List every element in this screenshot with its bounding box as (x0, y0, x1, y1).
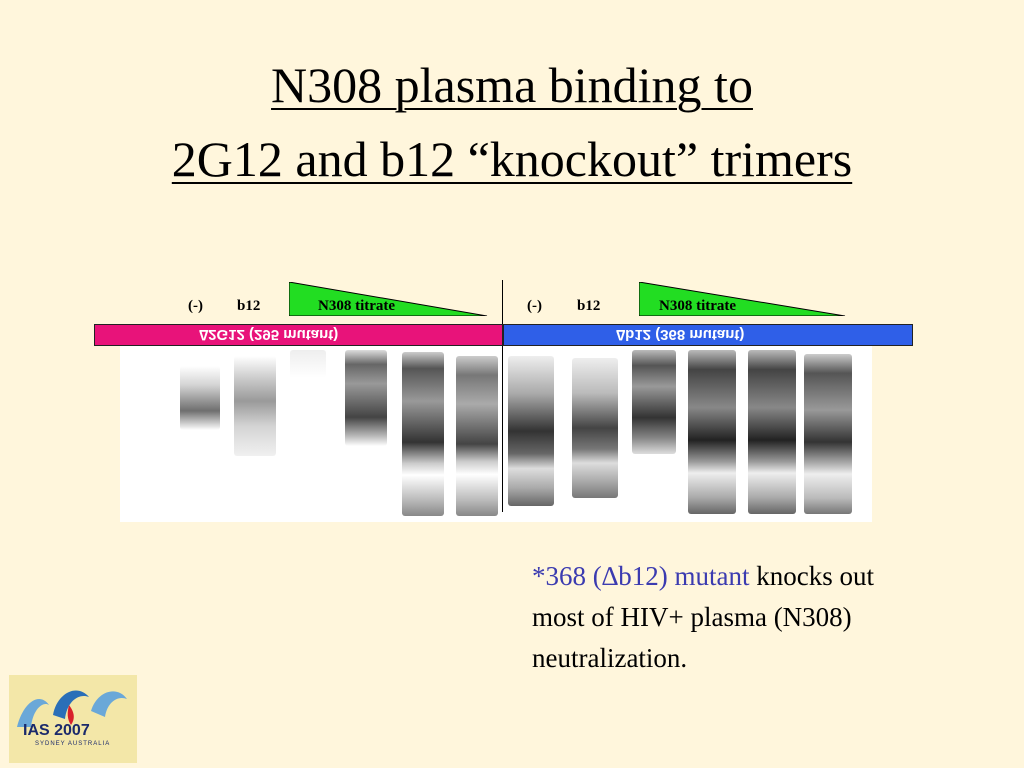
lane-label-b12-right: b12 (577, 298, 601, 314)
gel-lane (234, 356, 276, 456)
gel-lane (632, 350, 676, 454)
gel-lane (402, 352, 444, 516)
lane-label-titrate-left: N308 titrate (318, 298, 396, 314)
mutant-bar-2g12-label: ∆2G12 (295 mutant) (199, 326, 339, 343)
titration-wedge-right (639, 282, 846, 316)
mutant-bar-2g12: ∆2G12 (295 mutant) (94, 324, 503, 346)
lane-label-titrate-right: N308 titrate (659, 298, 737, 314)
gel-lane (572, 358, 618, 498)
footnote: *368 (∆b12) mutant knocks out most of HI… (532, 556, 932, 679)
gel-lane (688, 350, 736, 514)
gel-image (120, 346, 872, 522)
mutant-bar-b12: ∆b12 (368 mutant) (503, 324, 913, 346)
gel-lane (456, 356, 498, 516)
gel-lane (345, 350, 387, 446)
lane-label-b12-left: b12 (237, 298, 261, 314)
footnote-rest: knocks out most of HIV+ plasma (N308) ne… (532, 561, 874, 673)
titration-wedge-left (289, 282, 488, 316)
slide-title: N308 plasma binding to 2G12 and b12 “kno… (0, 48, 1024, 196)
footnote-highlight: *368 (∆b12) mutant (532, 561, 750, 591)
title-line-1: N308 plasma binding to (271, 57, 753, 113)
title-line-2: 2G12 and b12 “knockout” trimers (171, 131, 853, 187)
lane-label-neg-left: (-) (188, 298, 203, 314)
logo-subtext: SYDNEY AUSTRALIA (35, 741, 111, 747)
gel-lane (180, 366, 220, 430)
lane-label-neg-right: (-) (527, 298, 542, 314)
mutant-bar-b12-label: ∆b12 (368 mutant) (616, 326, 745, 343)
gel-divider (502, 280, 503, 512)
wave-icon (17, 690, 127, 727)
gel-lane (508, 356, 554, 506)
ias-2007-logo: IAS 2007 SYDNEY AUSTRALIA (9, 675, 137, 763)
gel-lane (804, 354, 852, 514)
gel-lane (748, 350, 796, 514)
logo-text: IAS 2007 (23, 722, 90, 739)
gel-lane (290, 350, 326, 378)
